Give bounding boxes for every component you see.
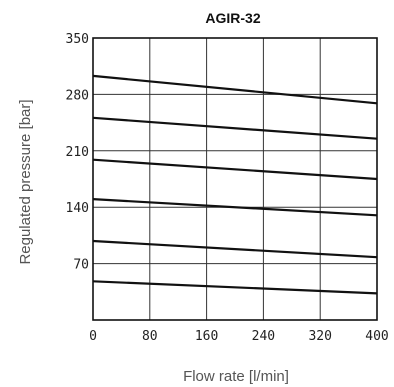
series-line-2 [92, 116, 378, 140]
y-tick-labels: 70 140 210 280 350 [66, 32, 89, 273]
y-axis-label: Regulated pressure [bar] [17, 99, 34, 264]
x-tick-label: 400 [365, 329, 388, 344]
y-tick-label: 70 [73, 258, 89, 273]
x-tick-label: 240 [252, 329, 275, 344]
y-tick-label: 350 [66, 32, 89, 47]
x-tick-label: 160 [195, 329, 218, 344]
x-tick-labels: 0 80 160 240 320 400 [89, 329, 389, 344]
y-tick-label: 210 [66, 145, 89, 160]
series-line-4 [92, 198, 378, 217]
x-axis-label: Flow rate [l/min] [183, 368, 289, 385]
series-line-6 [92, 280, 378, 295]
x-tick-label: 0 [89, 329, 97, 344]
series-group [92, 74, 378, 295]
x-tick-label: 320 [308, 329, 331, 344]
x-tick-label: 80 [142, 329, 158, 344]
chart-title: AGIR-32 [205, 10, 260, 26]
series-line-1 [92, 74, 378, 105]
series-line-3 [92, 158, 378, 181]
plot-frame [92, 37, 378, 321]
y-tick-label: 140 [66, 201, 89, 216]
series-line-5 [92, 239, 378, 259]
y-tick-label: 280 [66, 88, 89, 103]
